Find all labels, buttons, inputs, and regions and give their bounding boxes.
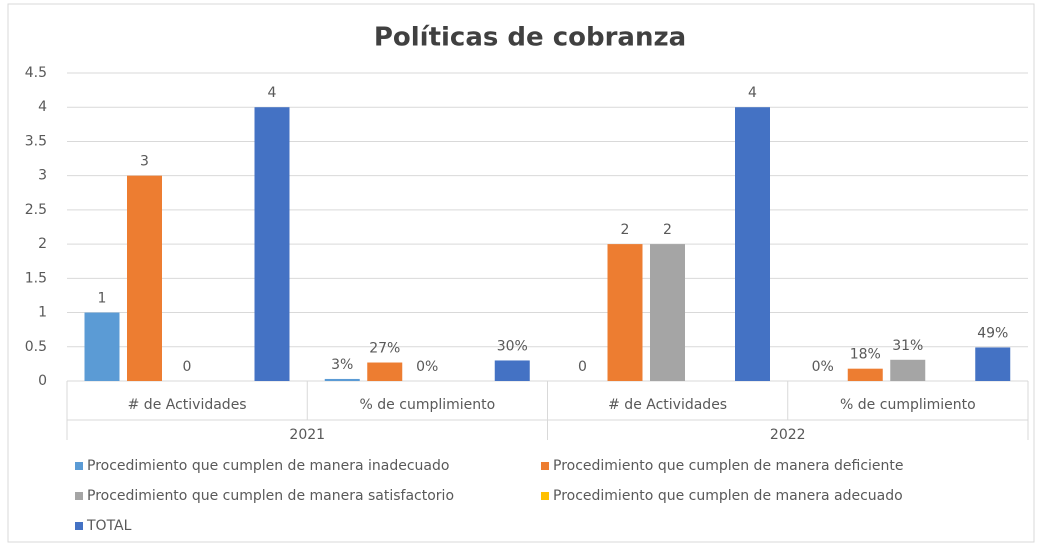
bar <box>127 175 162 381</box>
bar <box>847 368 883 381</box>
y-tick-label: 2 <box>38 236 47 252</box>
legend-swatch <box>75 522 83 530</box>
bar <box>650 244 685 381</box>
legend-label: TOTAL <box>86 518 132 534</box>
bar <box>84 312 120 381</box>
legend-swatch <box>541 462 549 470</box>
legend-label: Procedimiento que cumplen de manera inad… <box>87 458 449 474</box>
x-tick-label: # de Actividades <box>608 397 727 413</box>
y-tick-label: 0 <box>38 373 47 389</box>
data-label: 0% <box>416 359 438 375</box>
legend-swatch <box>75 492 83 500</box>
bar <box>735 107 770 381</box>
legend-label: Procedimiento que cumplen de manera defi… <box>553 458 904 474</box>
x-tick-label: # de Actividades <box>128 397 247 413</box>
data-label: 0 <box>578 359 587 375</box>
legend-swatch <box>541 492 549 500</box>
data-label: 1 <box>98 291 107 307</box>
data-label: 4 <box>268 85 277 101</box>
data-label: 18% <box>850 347 881 363</box>
legend-label: Procedimiento que cumplen de manera sati… <box>87 488 454 504</box>
data-label: 3 <box>140 154 149 170</box>
data-label: 4 <box>748 85 757 101</box>
y-tick-label: 3.5 <box>25 133 47 149</box>
data-label: 2 <box>663 222 672 238</box>
y-tick-label: 4.5 <box>25 65 47 81</box>
bar <box>890 359 926 381</box>
data-label: 49% <box>977 325 1008 341</box>
bar <box>975 347 1011 381</box>
y-tick-label: 2.5 <box>25 202 47 218</box>
bar <box>367 362 403 381</box>
y-tick-label: 1.5 <box>25 270 47 286</box>
bar <box>494 360 530 381</box>
x-group-label: 2021 <box>289 427 325 443</box>
x-tick-label: % de cumplimiento <box>840 397 976 413</box>
y-tick-label: 3 <box>38 168 47 184</box>
bar <box>324 378 360 381</box>
data-label: 2 <box>621 222 630 238</box>
data-label: 31% <box>892 338 923 354</box>
y-tick-label: 0.5 <box>25 339 47 355</box>
legend-swatch <box>75 462 83 470</box>
chart-title: Políticas de cobranza <box>374 23 686 53</box>
data-label: 3% <box>331 357 353 373</box>
data-label: 30% <box>497 338 528 354</box>
x-tick-label: % de cumplimiento <box>360 397 496 413</box>
bar <box>607 244 643 381</box>
data-label: 27% <box>369 341 400 357</box>
data-label: 0 <box>183 359 192 375</box>
y-tick-label: 4 <box>38 99 47 115</box>
x-group-label: 2022 <box>770 427 806 443</box>
legend-label: Procedimiento que cumplen de manera adec… <box>553 488 903 504</box>
chart-border <box>7 3 1035 543</box>
data-label: 0% <box>812 359 834 375</box>
y-tick-label: 1 <box>38 305 47 321</box>
bar <box>254 107 290 381</box>
